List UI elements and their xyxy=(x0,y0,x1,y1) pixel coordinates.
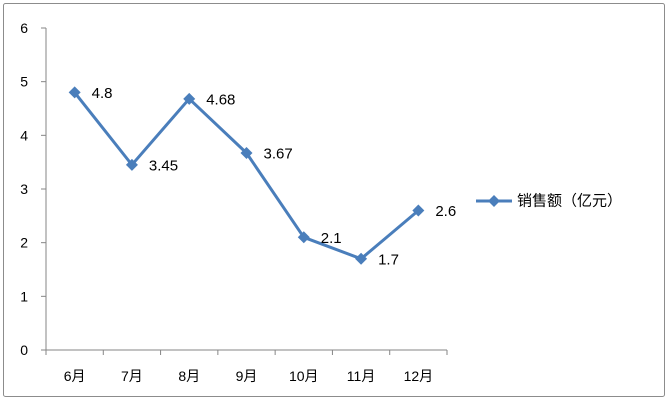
data-point-6 xyxy=(355,252,368,265)
x-tick-label-7: 12月 xyxy=(404,368,434,384)
data-point-5 xyxy=(297,231,310,244)
data-label-5: 2.1 xyxy=(321,230,342,247)
data-label-2: 3.45 xyxy=(149,157,178,174)
y-tick-label-3: 3 xyxy=(20,181,28,197)
y-tick-label-5: 5 xyxy=(20,74,28,90)
data-label-6: 1.7 xyxy=(378,251,399,268)
data-label-7: 2.6 xyxy=(435,203,456,220)
data-point-3 xyxy=(183,92,196,105)
y-tick-label-4: 4 xyxy=(20,127,28,143)
x-tick-label-1: 6月 xyxy=(64,368,86,384)
data-label-1: 4.8 xyxy=(92,85,113,102)
x-tick-label-2: 7月 xyxy=(121,368,143,384)
data-point-1 xyxy=(68,86,81,99)
y-tick-label-6: 6 xyxy=(20,20,28,36)
data-point-7 xyxy=(412,204,425,217)
y-tick-label-2: 2 xyxy=(20,235,28,251)
x-tick-label-5: 10月 xyxy=(289,368,319,384)
x-tick-label-3: 8月 xyxy=(178,368,200,384)
x-axis: 6月 7月 8月 9月 10月 11月 12月 xyxy=(45,349,448,384)
data-label-3: 4.68 xyxy=(206,91,235,108)
x-tick-label-4: 9月 xyxy=(236,368,258,384)
y-tick-label-1: 1 xyxy=(20,288,28,304)
data-label-4: 3.67 xyxy=(264,146,293,163)
x-tick-label-6: 11月 xyxy=(347,368,376,384)
series-sales xyxy=(68,86,425,265)
legend-diamond-marker xyxy=(488,195,500,207)
legend: 销售额（亿元） xyxy=(476,193,622,210)
chart-border xyxy=(3,3,665,397)
data-point-4 xyxy=(240,147,253,160)
y-axis: 0 1 2 3 4 5 6 xyxy=(20,20,47,358)
data-labels: 4.8 3.45 4.68 3.67 2.1 1.7 2.6 xyxy=(92,85,457,268)
data-point-2 xyxy=(125,158,138,171)
y-tick-label-0: 0 xyxy=(20,342,28,358)
legend-label: 销售额（亿元） xyxy=(517,193,622,210)
